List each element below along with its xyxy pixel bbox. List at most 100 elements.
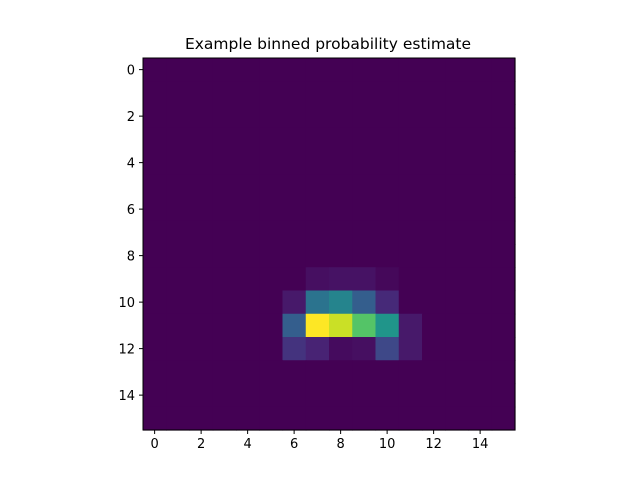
heatmap-cell (375, 337, 400, 361)
heatmap-cell (422, 81, 446, 106)
heatmap-cell (305, 220, 330, 245)
heatmap-cell (189, 290, 214, 315)
heatmap-cell (143, 267, 167, 292)
heatmap-cell (352, 313, 377, 338)
heatmap-cell (305, 174, 330, 199)
heatmap-cell (305, 58, 330, 82)
axes: 0 2 4 6 8 10 12 14 0 2 4 6 8 10 12 14 (118, 57, 516, 452)
heatmap-cell (259, 360, 284, 385)
heatmap-cell (352, 81, 377, 106)
heatmap-cell (236, 383, 260, 408)
heatmap-cell (329, 244, 353, 268)
heatmap-cell (468, 360, 493, 385)
heatmap-cell (445, 244, 470, 268)
heatmap-cell (468, 151, 493, 175)
heatmap-cell (166, 197, 191, 222)
heatmap-cell (491, 313, 516, 338)
heatmap-cell (422, 174, 446, 199)
heatmap-cell (468, 267, 493, 292)
heatmap-cell (236, 360, 260, 385)
heatmap-cell (212, 197, 237, 222)
heatmap-cell (212, 313, 237, 338)
heatmap-cell (422, 58, 446, 82)
heatmap-cell (468, 313, 493, 338)
heatmap-cell (259, 220, 284, 245)
heatmap-cell (143, 81, 167, 106)
heatmap-cell (422, 337, 446, 361)
heatmap-cell (305, 244, 330, 268)
y-tick-label: 4 (127, 157, 135, 172)
heatmap-cell (143, 197, 167, 222)
heatmap-cell (468, 104, 493, 129)
heatmap-cell (236, 197, 260, 222)
heatmap-cell (305, 313, 330, 338)
heatmap-cell (398, 197, 423, 222)
x-tick-label: 14 (472, 437, 489, 452)
heatmap-cell (468, 244, 493, 268)
heatmap-cell (259, 313, 284, 338)
heatmap-cell (166, 151, 191, 175)
heatmap-cell (189, 360, 214, 385)
heatmap-cell (398, 406, 423, 431)
y-tick-label: 2 (127, 110, 135, 125)
heatmap-cell (422, 360, 446, 385)
heatmap-cell (189, 244, 214, 268)
heatmap-cell (189, 197, 214, 222)
heatmap-cell (352, 104, 377, 129)
heatmap-cell (259, 151, 284, 175)
heatmap-cell (329, 197, 353, 222)
heatmap-cell (445, 383, 470, 408)
heatmap-cell (398, 127, 423, 152)
heatmap-cell (305, 290, 330, 315)
heatmap-cell (375, 267, 400, 292)
heatmap-cell (375, 104, 400, 129)
heatmap-cell (352, 151, 377, 175)
heatmap-cell (375, 151, 400, 175)
heatmap-cell (282, 174, 307, 199)
heatmap-cell (143, 220, 167, 245)
heatmap-cell (352, 197, 377, 222)
heatmap-cell (236, 127, 260, 152)
heatmap-cell (189, 58, 214, 82)
heatmap-cell (375, 406, 400, 431)
heatmap-cell (166, 360, 191, 385)
heatmap-cell (236, 244, 260, 268)
heatmap-cell (236, 104, 260, 129)
heatmap-cell (329, 290, 353, 315)
heatmap-cell (282, 81, 307, 106)
heatmap-cell (398, 81, 423, 106)
heatmap-cell (329, 220, 353, 245)
heatmap-cell (236, 81, 260, 106)
heatmap-cell (305, 406, 330, 431)
heatmap-cell (189, 383, 214, 408)
heatmap-cell (422, 197, 446, 222)
heatmap-cell (166, 406, 191, 431)
heatmap-cell (375, 220, 400, 245)
heatmap-cell (329, 151, 353, 175)
heatmap-cell (282, 337, 307, 361)
heatmap-cell (282, 58, 307, 82)
heatmap-cell (212, 174, 237, 199)
heatmap-cell (282, 244, 307, 268)
heatmap-cell (166, 174, 191, 199)
heatmap-cell (189, 220, 214, 245)
heatmap-cell (282, 267, 307, 292)
heatmap-cell (398, 244, 423, 268)
heatmap-cell (259, 406, 284, 431)
heatmap-cell (259, 383, 284, 408)
heatmap-cell (282, 151, 307, 175)
heatmap-cell (352, 337, 377, 361)
heatmap-cell (329, 104, 353, 129)
heatmap-cell (468, 81, 493, 106)
heatmap-cell (352, 244, 377, 268)
heatmap-cell (329, 383, 353, 408)
heatmap-cell (445, 151, 470, 175)
heatmap-cell (166, 104, 191, 129)
heatmap-cell (212, 360, 237, 385)
heatmap-cell (468, 406, 493, 431)
heatmap-cell (236, 406, 260, 431)
heatmap-cell (445, 197, 470, 222)
heatmap-cell (329, 406, 353, 431)
heatmap-cell (236, 337, 260, 361)
heatmap-cell (189, 406, 214, 431)
